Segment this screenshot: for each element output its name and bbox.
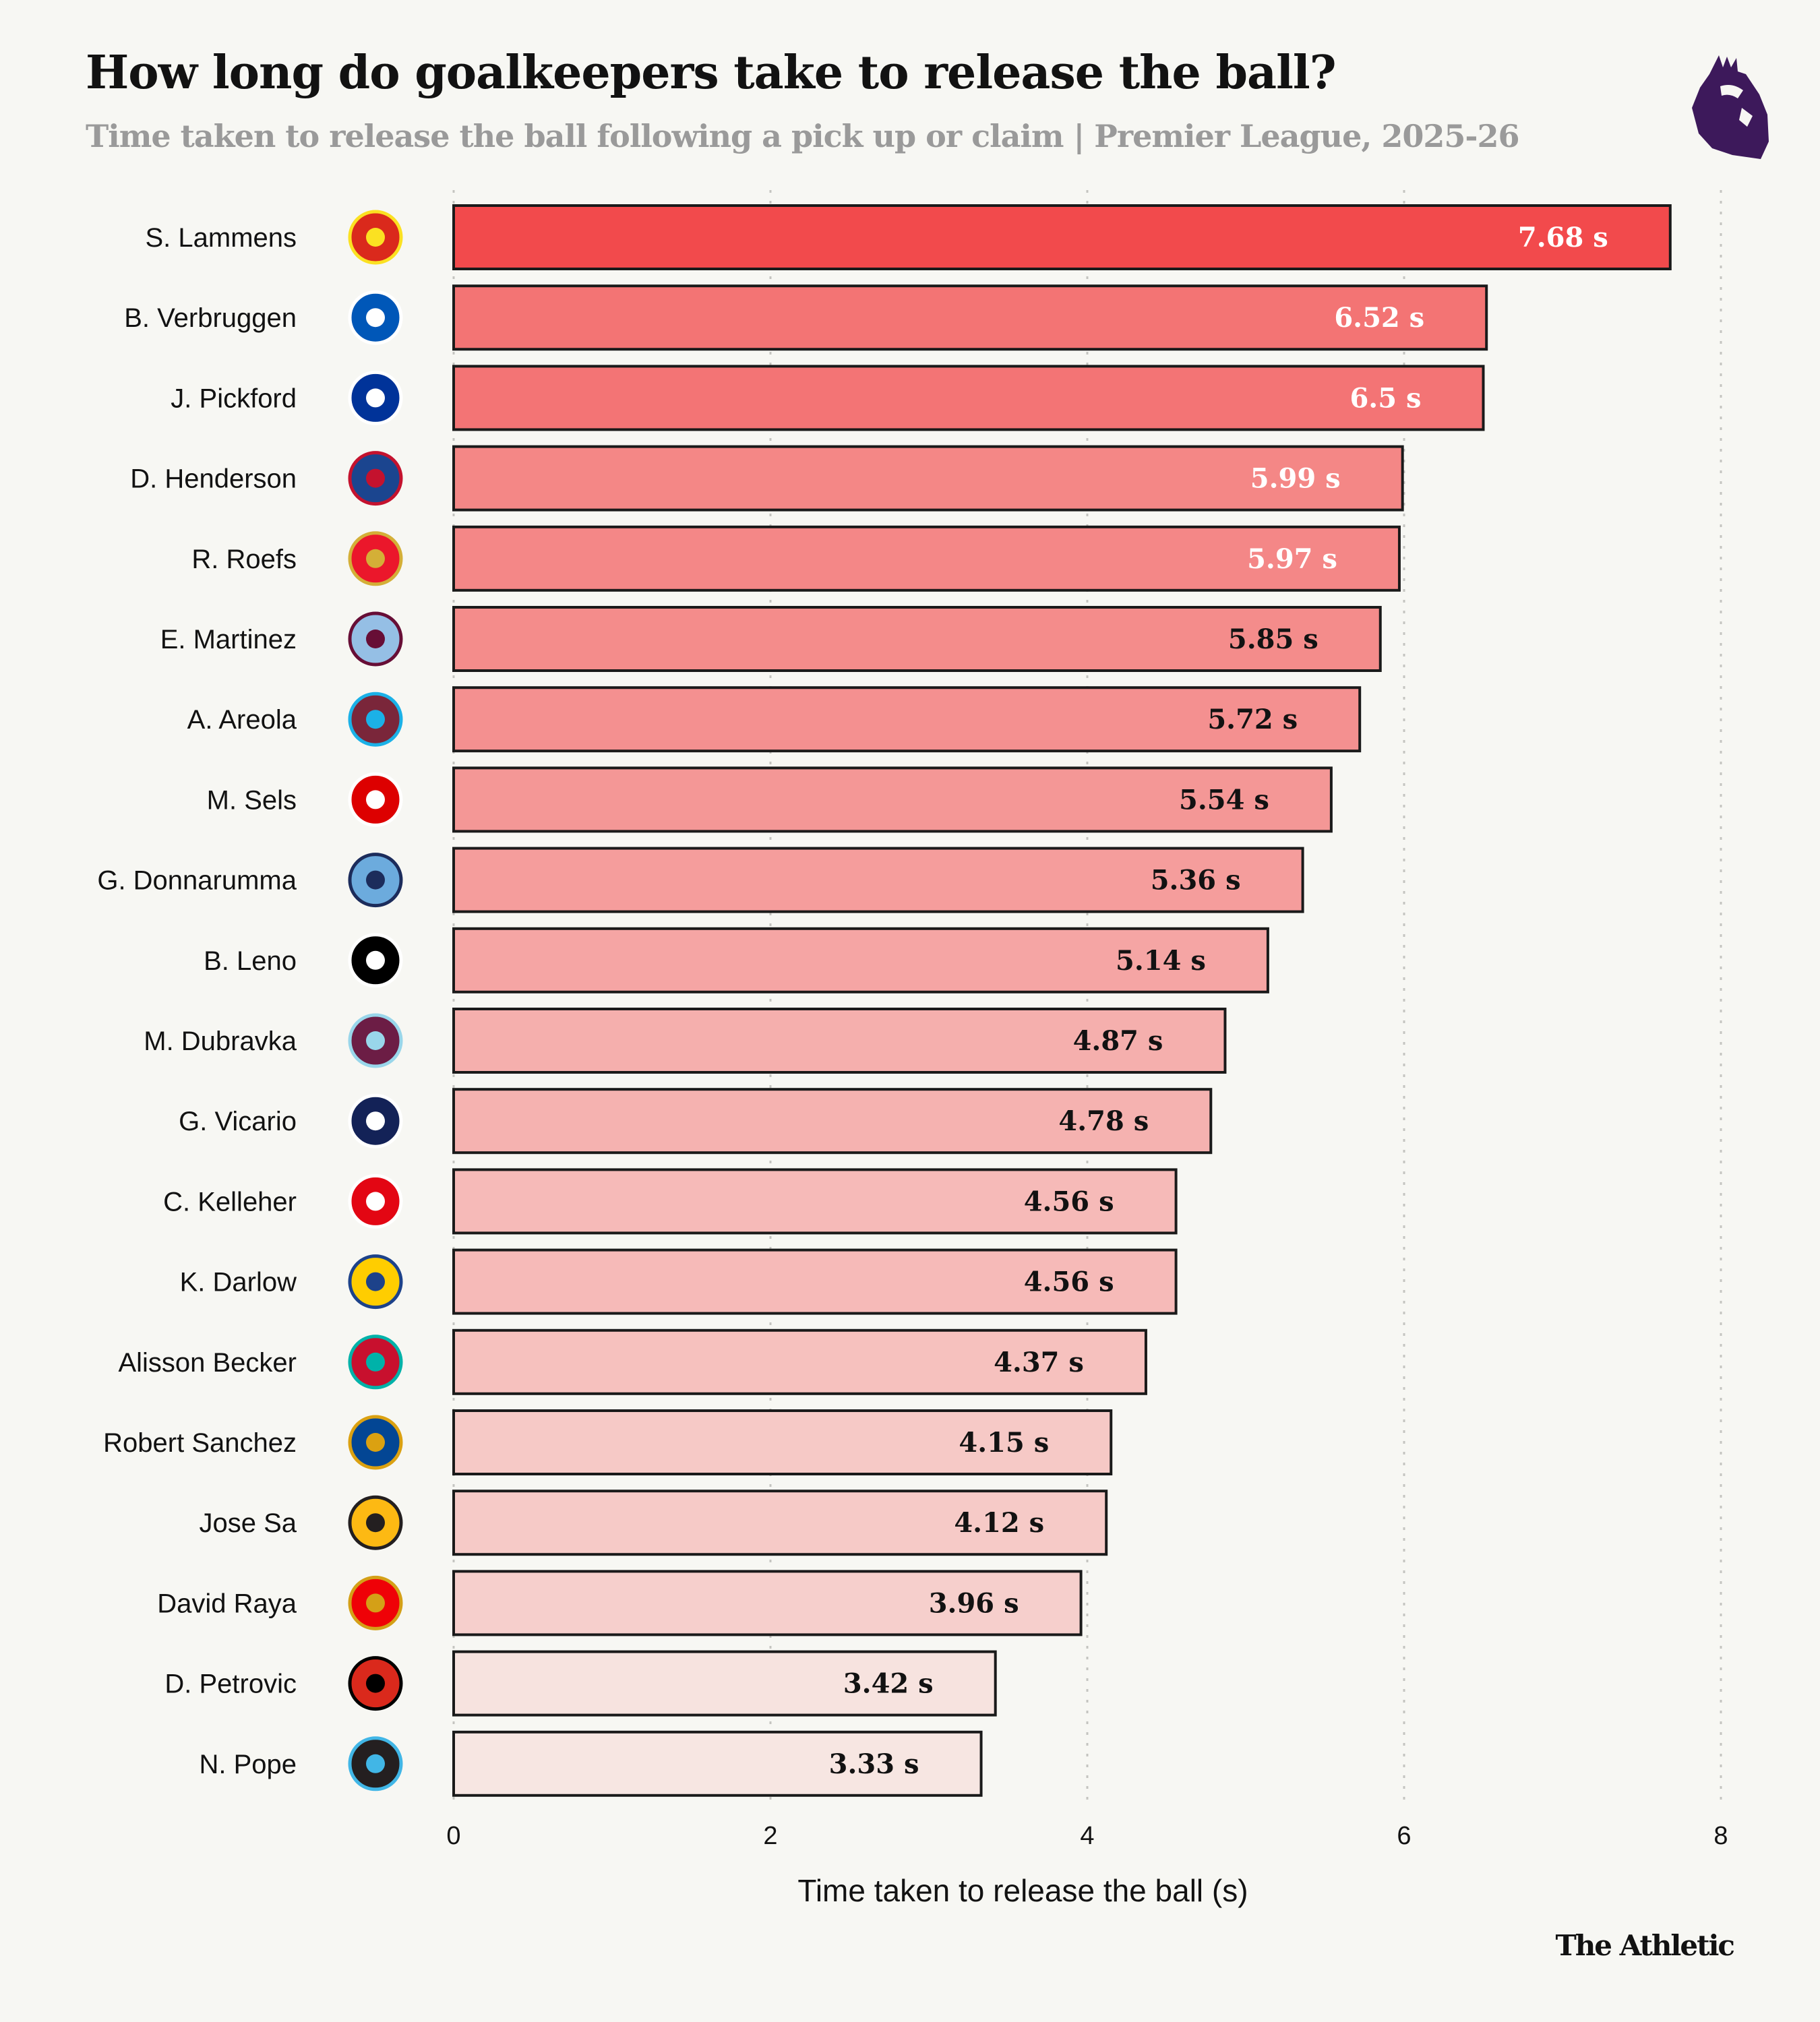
the-athletic-logo: The Athletic <box>1555 1929 1735 1962</box>
sunderland-crest-emblem-icon <box>366 549 385 568</box>
bar <box>452 1088 1213 1155</box>
goalkeeper-name: D. Petrovic <box>164 1669 297 1699</box>
goalkeeper-name: K. Darlow <box>180 1268 297 1297</box>
premier-league-lion-icon <box>1692 55 1769 159</box>
manchester-city-crest-emblem-icon <box>366 870 385 890</box>
bar-value-label: 6.5 s <box>1349 382 1421 414</box>
bar-value-label: 4.87 s <box>1073 1025 1163 1057</box>
goalkeeper-name: Jose Sa <box>199 1508 297 1538</box>
bar <box>452 365 1485 431</box>
aston-villa-crest-emblem-icon <box>366 630 385 648</box>
goalkeeper-name: M. Dubravka <box>144 1027 297 1056</box>
bar-value-label: 4.56 s <box>1024 1266 1114 1298</box>
bar <box>452 1650 997 1717</box>
everton-crest-emblem-icon <box>366 388 385 408</box>
bar-value-label: 4.56 s <box>1024 1186 1114 1217</box>
bournemouth-crest-emblem-icon <box>366 1674 385 1693</box>
bar-value-label: 5.85 s <box>1228 623 1318 655</box>
liverpool-crest-emblem-icon <box>366 1352 385 1372</box>
goalkeeper-name: G. Vicario <box>179 1107 297 1136</box>
bar-value-label: 4.37 s <box>994 1347 1084 1378</box>
goalkeeper-name: D. Henderson <box>130 464 297 494</box>
bar <box>452 204 1672 270</box>
goalkeeper-name: A. Areola <box>187 705 297 735</box>
chelsea-crest-emblem-icon <box>366 1433 385 1452</box>
bar-value-label: 3.96 s <box>929 1587 1019 1619</box>
bar <box>452 1490 1108 1556</box>
x-tick-label: 0 <box>446 1822 460 1850</box>
goalkeeper-name: J. Pickford <box>171 384 297 413</box>
bar-value-label: 5.99 s <box>1250 463 1341 495</box>
tottenham-crest-emblem-icon <box>366 1111 385 1131</box>
bar-value-label: 4.15 s <box>959 1427 1049 1459</box>
bar-value-label: 5.54 s <box>1179 784 1269 816</box>
bar <box>452 927 1269 993</box>
bar <box>452 686 1362 753</box>
bar <box>452 766 1333 833</box>
bar <box>452 847 1304 913</box>
bar <box>452 1248 1178 1315</box>
goalkeeper-name: Alisson Becker <box>118 1348 297 1378</box>
brentford-crest-emblem-icon <box>366 1192 385 1211</box>
bar-value-label: 5.14 s <box>1116 945 1206 977</box>
bar-value-label: 6.52 s <box>1334 302 1424 334</box>
bar-value-label: 5.36 s <box>1151 865 1241 896</box>
bar-value-label: 3.33 s <box>829 1748 919 1780</box>
goalkeeper-name: B. Verbruggen <box>124 303 297 333</box>
wolves-crest-emblem-icon <box>366 1513 385 1533</box>
goalkeeper-name: C. Kelleher <box>163 1187 297 1217</box>
bar <box>452 1409 1113 1475</box>
burnley-crest-emblem-icon <box>366 1031 385 1050</box>
chart-subtitle: Time taken to release the ball following… <box>86 118 1520 154</box>
x-tick-label: 6 <box>1397 1822 1411 1850</box>
goalkeeper-name: N. Pope <box>199 1750 297 1779</box>
bar <box>452 284 1488 351</box>
fulham-crest-emblem-icon <box>366 950 385 970</box>
goalkeeper-name: M. Sels <box>207 785 297 815</box>
goalkeeper-name: E. Martinez <box>160 625 297 654</box>
nottingham-forest-crest-emblem-icon <box>366 790 385 809</box>
arsenal-crest-emblem-icon <box>366 1593 385 1613</box>
bar <box>452 445 1404 512</box>
manchester-united-crest-emblem-icon <box>366 228 385 247</box>
brighton-crest-emblem-icon <box>366 308 385 328</box>
x-tick-label: 4 <box>1080 1822 1094 1850</box>
goalkeeper-name: Robert Sanchez <box>103 1428 297 1458</box>
bar <box>452 525 1401 592</box>
bar-value-label: 4.12 s <box>954 1507 1044 1539</box>
newcastle-crest-emblem-icon <box>366 1754 385 1773</box>
bar-value-label: 5.97 s <box>1247 543 1337 575</box>
x-tick-label: 8 <box>1713 1822 1728 1850</box>
goalkeeper-name: G. Donnarumma <box>97 866 297 896</box>
bar-value-label: 3.42 s <box>843 1668 934 1700</box>
bar <box>452 1570 1083 1636</box>
goalkeeper-name: S. Lammens <box>145 223 297 253</box>
leeds-crest-emblem-icon <box>366 1272 385 1291</box>
bar-value-label: 4.78 s <box>1058 1105 1149 1137</box>
x-tick-label: 2 <box>763 1822 777 1850</box>
west-ham-crest-emblem-icon <box>366 710 385 729</box>
goalkeeper-name: B. Leno <box>204 946 297 976</box>
bar-value-label: 5.72 s <box>1207 704 1298 735</box>
crystal-palace-crest-emblem-icon <box>366 468 385 488</box>
chart-title: How long do goalkeepers take to release … <box>86 46 1337 100</box>
goalkeeper-name: R. Roefs <box>191 545 297 574</box>
bar-value-label: 7.68 s <box>1518 222 1608 253</box>
bar <box>452 1730 983 1797</box>
goalkeeper-name: David Raya <box>157 1589 297 1618</box>
x-axis-title: Time taken to release the ball (s) <box>797 1873 1248 1908</box>
bar <box>452 1168 1178 1235</box>
bar <box>452 1328 1147 1395</box>
bar <box>452 606 1382 672</box>
bar <box>452 1008 1227 1074</box>
